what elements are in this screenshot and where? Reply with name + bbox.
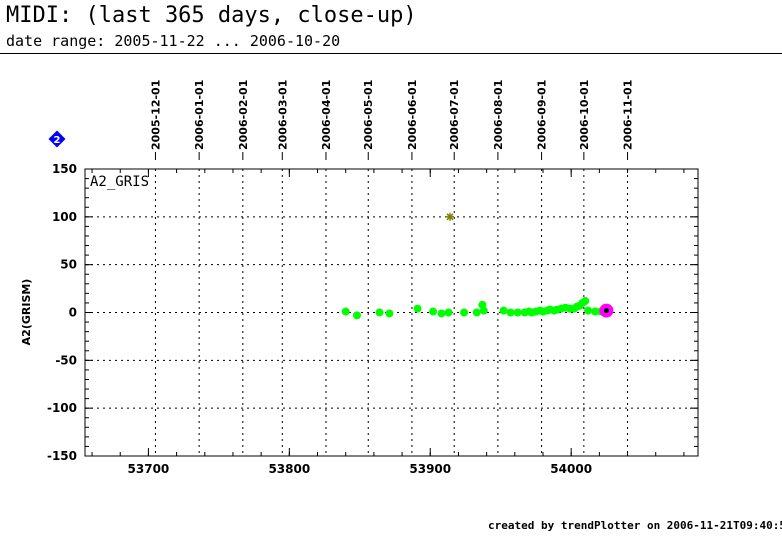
data-point — [444, 308, 453, 317]
badge-label: 2 — [54, 135, 61, 146]
date-range-subtitle: date range: 2005-11-22 ... 2006-10-20 — [6, 32, 341, 50]
date-tick-label: 2006-04-01 — [320, 80, 333, 150]
x-tick-label: 53800 — [268, 462, 310, 476]
date-axis: 2005-12-01 2006-01-01 2006-02-01 2006-03-01… — [149, 80, 635, 160]
header-divider — [0, 53, 782, 54]
x-tick-label: 53900 — [409, 462, 451, 476]
date-tick-label: 2006-01-01 — [193, 80, 206, 150]
y-tick-label: -150 — [47, 449, 77, 463]
date-tick-label: 2006-06-01 — [406, 80, 419, 150]
y-tick-label: -50 — [55, 353, 77, 367]
date-tick-label: 2006-09-01 — [536, 80, 549, 150]
date-tick-label: 2005-12-01 — [149, 80, 162, 150]
data-point — [437, 309, 446, 318]
y-tick-label: 0 — [69, 306, 77, 320]
latest-point-center — [603, 308, 609, 314]
data-points — [341, 212, 614, 320]
data-point — [513, 308, 522, 317]
y-tick-label: 100 — [52, 210, 77, 224]
y-axis: -150 -100 -50 0 50 100 150 — [47, 162, 698, 463]
grid-lines — [85, 169, 698, 456]
date-tick-label: 2006-07-01 — [448, 80, 461, 150]
y-axis-label: A2(GRISM) — [20, 279, 33, 346]
date-tick-label: 2006-02-01 — [237, 80, 250, 150]
data-point — [472, 308, 481, 317]
date-tick-label: 2006-10-01 — [578, 80, 591, 150]
data-point — [506, 308, 515, 317]
badge-icon: 2 — [48, 130, 66, 148]
x-tick-label: 53700 — [128, 462, 170, 476]
x-tick-label: 54000 — [550, 462, 592, 476]
data-point — [581, 297, 590, 306]
data-point — [499, 306, 508, 315]
data-point — [341, 307, 350, 316]
date-tick-label: 2006-05-01 — [362, 80, 375, 150]
data-point — [460, 308, 469, 317]
outlier-point — [445, 212, 454, 221]
data-point — [479, 306, 488, 315]
y-tick-label: 50 — [60, 258, 77, 272]
page-title: MIDI: (last 365 days, close-up) — [6, 3, 417, 28]
data-point — [352, 311, 361, 320]
data-point — [429, 307, 438, 316]
date-tick-label: 2006-11-01 — [622, 80, 635, 150]
data-point — [375, 308, 384, 317]
data-point — [584, 306, 593, 315]
footer-credit: created by trendPlotter on 2006-11-21T09… — [488, 519, 782, 532]
y-tick-label: 150 — [52, 162, 77, 176]
data-point — [413, 304, 422, 313]
data-point — [385, 309, 394, 318]
data-point — [591, 307, 600, 316]
y-tick-label: -100 — [47, 401, 77, 415]
date-tick-label: 2006-08-01 — [492, 80, 505, 150]
series-title: A2_GRIS — [90, 174, 149, 190]
date-tick-label: 2006-03-01 — [276, 80, 289, 150]
x-axis: 53700 53800 53900 54000 — [91, 169, 685, 476]
